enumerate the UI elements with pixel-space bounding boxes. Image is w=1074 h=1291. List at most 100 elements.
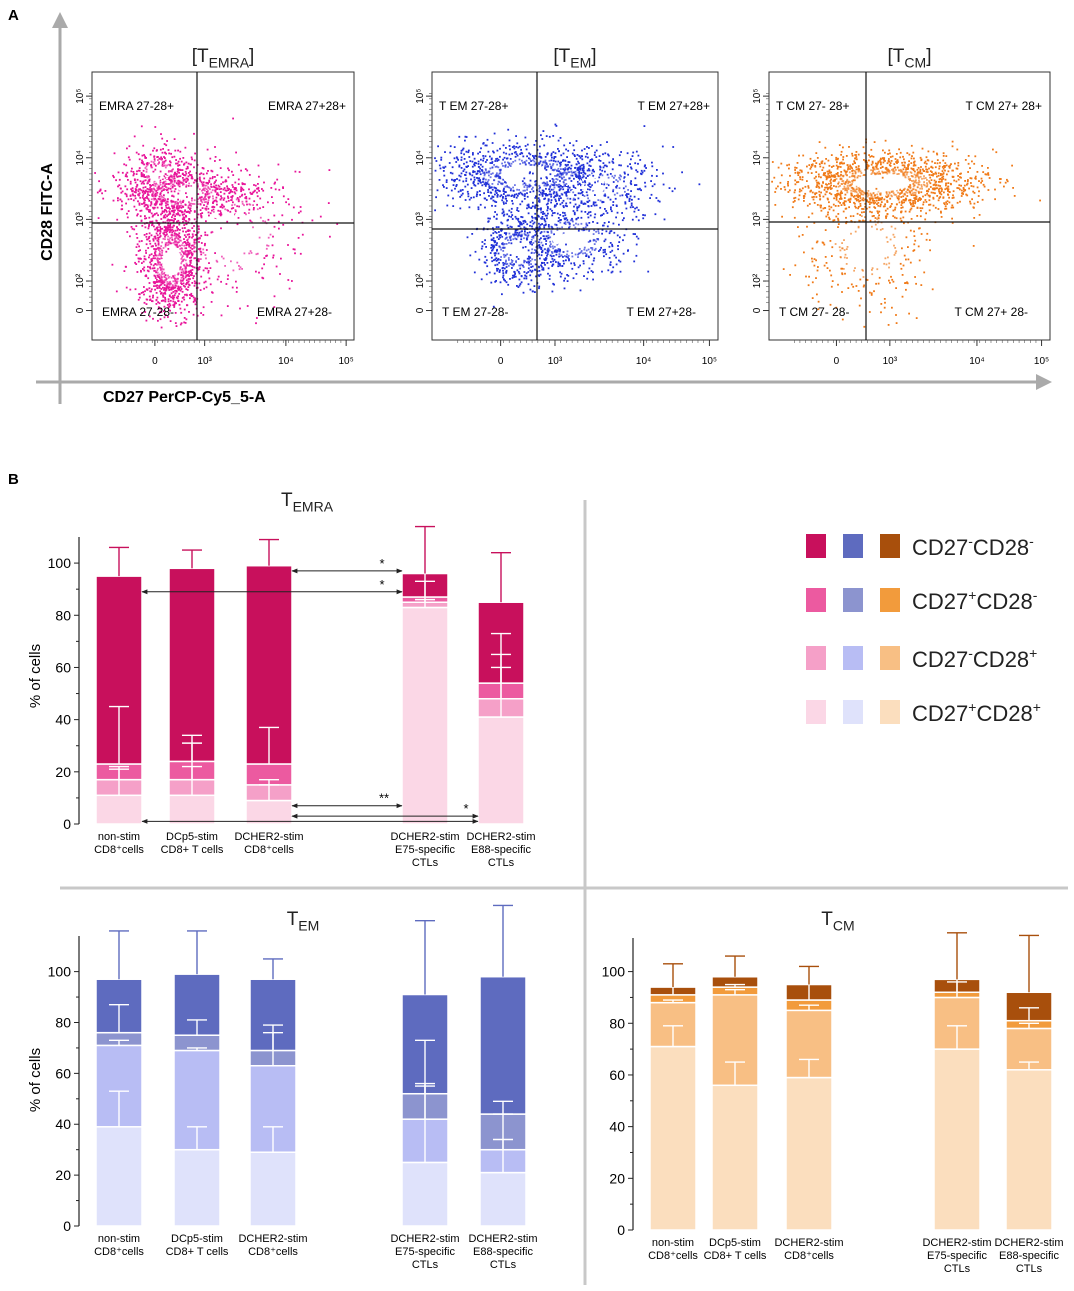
flow-event-dot — [189, 262, 192, 264]
flow-event-dot — [184, 195, 187, 198]
flow-event-dot — [466, 183, 469, 186]
flow-event-dot — [248, 188, 250, 191]
flow-event-dot — [208, 181, 211, 183]
flow-event-dot — [533, 229, 536, 231]
flow-event-dot — [158, 195, 161, 198]
flow-event-dot — [173, 271, 175, 273]
flow-event-dot — [169, 160, 171, 163]
flow-event-dot — [178, 259, 180, 262]
flow-event-dot — [127, 156, 130, 159]
flow-event-dot — [166, 194, 168, 197]
flow-event-dot — [472, 182, 475, 185]
flow-event-dot — [294, 252, 296, 255]
flow-event-dot — [154, 269, 156, 272]
flow-plot-2: [TEM]T EM 27-28+ T EM 27+28+T EM 27-28- T … — [415, 46, 719, 367]
flow-event-dot — [520, 148, 522, 151]
flow-event-dot — [570, 174, 573, 177]
flow-event-dot — [611, 270, 614, 273]
flow-event-dot — [635, 254, 638, 257]
flow-event-dot — [545, 203, 548, 206]
flow-event-dot — [163, 281, 165, 284]
flow-event-dot — [484, 161, 487, 163]
flow-event-dot — [463, 162, 465, 165]
flow-event-dot — [161, 181, 164, 184]
flow-event-dot — [626, 195, 628, 198]
panel-a: A CD28 FITC-A CD27 PerCP-Cy5_5-A [TEMRA]… — [8, 7, 1052, 406]
flow-event-dot — [582, 165, 585, 168]
flow-event-dot — [197, 195, 200, 197]
flow-event-dot — [585, 177, 587, 179]
flow-event-dot — [159, 158, 162, 161]
flow-event-dot — [194, 303, 197, 306]
flow-event-dot — [480, 163, 482, 166]
flow-event-dot — [146, 204, 149, 207]
flow-event-dot — [213, 206, 216, 208]
flow-event-dot — [526, 207, 528, 210]
flow-event-dot — [130, 226, 133, 228]
flow-event-dot — [555, 191, 558, 194]
flow-event-dot — [154, 204, 157, 206]
flow-event-dot — [175, 290, 178, 293]
flow-event-dot — [516, 285, 518, 287]
flow-event-dot — [231, 232, 233, 234]
flow-event-dot — [157, 267, 159, 270]
flow-event-dot — [538, 238, 541, 241]
flow-event-dot — [555, 235, 558, 238]
flow-event-dot — [164, 291, 166, 294]
flow-event-dot — [135, 263, 138, 265]
flow-event-dot — [586, 194, 589, 197]
flow-event-dot — [187, 274, 190, 276]
flow-event-dot — [527, 234, 530, 237]
flow-event-dot — [575, 228, 578, 231]
flow-event-dot — [164, 180, 167, 183]
flow-event-dot — [544, 166, 546, 169]
flow-event-dot — [565, 171, 567, 174]
flow-event-dot — [244, 168, 247, 170]
flow-event-dot — [175, 162, 177, 165]
flow-event-dot — [161, 276, 163, 279]
flow-event-dot — [542, 213, 544, 215]
flow-event-dot — [169, 164, 172, 167]
flow-event-dot — [157, 156, 159, 158]
flow-event-dot — [534, 268, 536, 271]
flow-event-dot — [220, 183, 223, 185]
flow-event-dot — [181, 193, 184, 195]
flow-event-dot — [177, 213, 180, 216]
flow-event-dot — [191, 199, 193, 202]
flow-event-dot — [527, 249, 530, 252]
flow-event-dot — [202, 198, 204, 201]
flow-event-dot — [159, 318, 162, 321]
flow-event-dot — [159, 269, 162, 271]
flow-event-dot — [292, 248, 295, 251]
flow-event-dot — [249, 250, 252, 252]
flow-event-dot — [515, 238, 518, 241]
flow-event-dot — [152, 161, 155, 164]
flow-event-dot — [157, 319, 159, 322]
flow-event-dot — [148, 240, 151, 242]
flow-event-dot — [145, 165, 148, 168]
flow-event-dot — [163, 280, 166, 283]
flow-event-dot — [239, 231, 241, 234]
flow-event-dot — [185, 267, 187, 269]
flow-event-dot — [617, 245, 619, 247]
flow-event-dot — [499, 170, 502, 172]
flow-event-dot — [570, 184, 573, 187]
flow-event-dot — [496, 157, 499, 160]
flow-event-dot — [507, 239, 509, 242]
flow-event-dot — [206, 191, 209, 194]
flow-event-dot — [501, 242, 503, 245]
flow-event-dot — [611, 168, 614, 171]
flow-event-dot — [502, 197, 504, 199]
flow-event-dot — [141, 159, 143, 162]
flow-event-dot — [556, 243, 559, 246]
flow-event-dot — [583, 275, 585, 277]
flow-event-dot — [512, 186, 514, 189]
flow-event-dot — [515, 196, 518, 199]
flow-event-dot — [160, 268, 162, 270]
flow-event-dot — [558, 197, 560, 200]
flow-event-dot — [215, 216, 217, 218]
flow-event-dot — [541, 223, 543, 225]
flow-event-dot — [480, 158, 482, 161]
flow-event-dot — [510, 216, 513, 218]
flow-event-dot — [229, 191, 231, 194]
